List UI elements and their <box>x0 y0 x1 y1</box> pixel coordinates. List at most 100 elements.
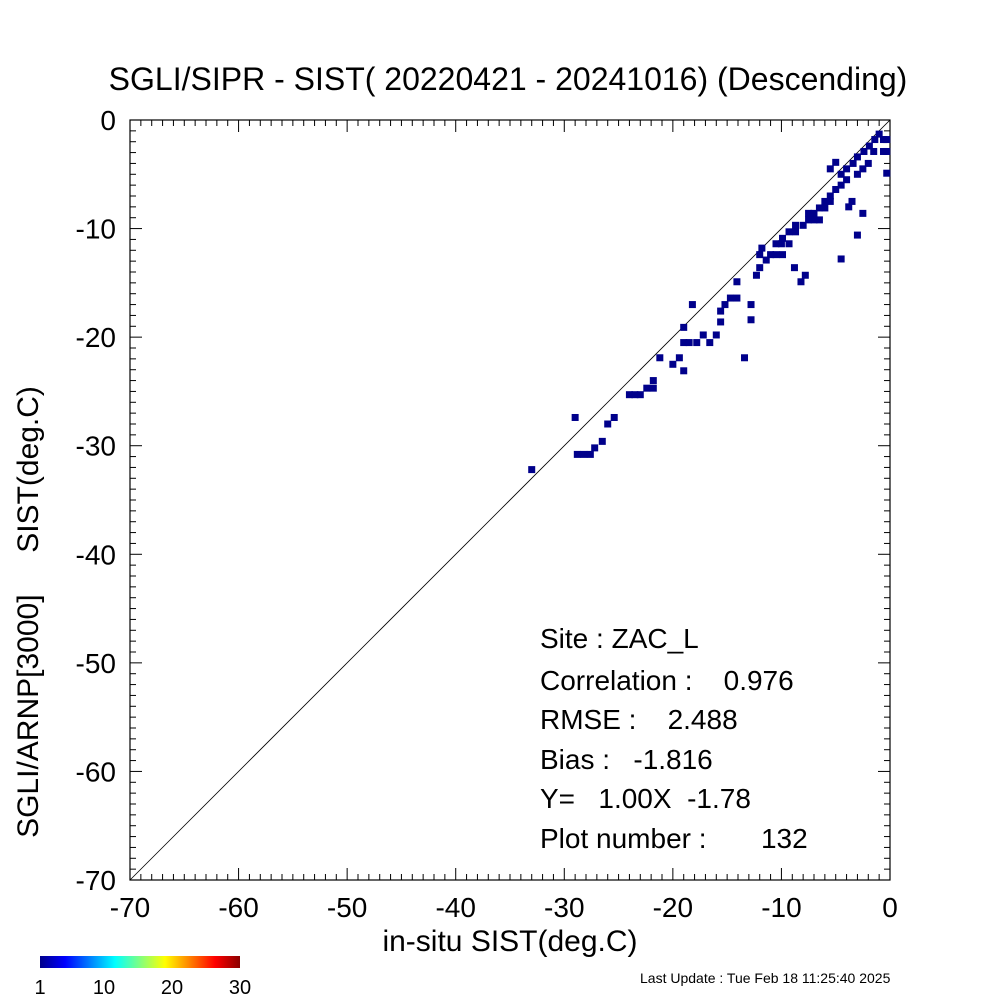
data-point <box>693 339 701 347</box>
data-point <box>853 153 861 161</box>
data-point <box>832 185 840 193</box>
y-tick-label: -50 <box>76 648 116 679</box>
colorbar-gradient <box>40 956 240 968</box>
data-point <box>779 234 787 242</box>
x-tick-label: -60 <box>218 892 258 923</box>
y-tick-label: -10 <box>76 214 116 245</box>
data-point <box>669 360 677 368</box>
data-point <box>580 450 588 458</box>
colorbar-label-20: 20 <box>161 977 183 999</box>
colorbar: 1 10 20 30 <box>34 956 251 999</box>
y-axis-label: SGLI/ARNP[3000] SIST(deg.C) <box>12 386 45 838</box>
data-point <box>573 450 581 458</box>
x-tick-label: -70 <box>110 892 150 923</box>
data-point <box>810 209 818 217</box>
y-tick-label: -40 <box>76 539 116 570</box>
data-point <box>733 294 741 302</box>
data-point <box>758 244 766 252</box>
data-point <box>837 170 845 178</box>
x-tick-label: -20 <box>653 892 693 923</box>
data-point <box>726 294 734 302</box>
data-point <box>772 251 780 259</box>
data-point <box>843 165 851 173</box>
data-point <box>792 228 800 236</box>
chart-title: SGLI/SIPR - SIST( 20220421 - 20241016) (… <box>109 61 908 97</box>
y-tick-labels: -70 -60 -50 -40 -30 -20 -10 0 <box>76 105 116 896</box>
data-point <box>688 301 696 309</box>
data-point <box>756 251 764 259</box>
data-point <box>805 216 813 224</box>
data-point <box>733 278 741 286</box>
data-point <box>656 354 664 362</box>
data-point <box>826 192 834 200</box>
points-layer <box>528 130 891 474</box>
data-point <box>680 367 688 375</box>
data-point <box>865 142 873 150</box>
data-point <box>625 391 633 399</box>
colorbar-label-max: 30 <box>229 977 251 999</box>
data-point <box>883 169 891 177</box>
data-point <box>870 147 878 155</box>
data-point <box>762 256 770 264</box>
data-point <box>883 147 891 155</box>
data-point <box>586 450 594 458</box>
last-update-text: Last Update : Tue Feb 18 11:25:40 2025 <box>640 970 891 986</box>
stats-plot-number: Plot number : 132 <box>540 823 808 854</box>
data-point <box>815 216 823 224</box>
data-point <box>636 391 644 399</box>
y-tick-label: -70 <box>76 865 116 896</box>
x-tick-label: -50 <box>327 892 367 923</box>
data-point <box>779 251 787 259</box>
data-point <box>821 204 829 212</box>
data-point <box>805 209 813 217</box>
data-point <box>706 339 714 347</box>
data-point <box>712 331 720 339</box>
x-tick-label: -30 <box>544 892 584 923</box>
data-point <box>717 318 725 326</box>
data-point <box>643 384 651 392</box>
data-point <box>871 136 879 144</box>
data-point <box>826 197 834 205</box>
data-point <box>860 147 868 155</box>
data-point <box>752 271 760 279</box>
stats-correlation: Correlation : 0.976 <box>540 665 794 696</box>
data-point <box>610 413 618 421</box>
data-point <box>883 136 891 144</box>
data-point <box>853 170 861 178</box>
data-point <box>571 413 579 421</box>
x-tick-label: -10 <box>761 892 801 923</box>
data-point <box>853 231 861 239</box>
data-point <box>859 209 867 217</box>
data-point <box>810 216 818 224</box>
data-point <box>832 158 840 166</box>
stats-site: Site : ZAC_L <box>540 623 699 654</box>
data-point <box>864 159 872 167</box>
data-point <box>699 331 707 339</box>
data-point <box>790 264 798 272</box>
data-point <box>747 301 755 309</box>
data-point <box>741 354 749 362</box>
data-point <box>631 391 639 399</box>
colorbar-label-min: 1 <box>34 977 45 999</box>
data-point <box>756 264 764 272</box>
data-point <box>859 165 867 173</box>
data-point <box>772 240 780 248</box>
x-axis-label: in-situ SIST(deg.C) <box>382 925 637 958</box>
data-point <box>604 420 612 428</box>
stats-regression: Y= 1.00X -1.78 <box>540 783 751 814</box>
plot-area <box>129 119 891 881</box>
data-point <box>649 384 657 392</box>
y-tick-label: 0 <box>100 105 116 136</box>
data-point <box>747 316 755 324</box>
data-point <box>815 204 823 212</box>
major-ticks <box>129 119 891 881</box>
y-tick-label: -20 <box>76 322 116 353</box>
data-point <box>875 130 883 138</box>
data-point <box>799 221 807 229</box>
stats-rmse: RMSE : 2.488 <box>540 704 738 735</box>
data-point <box>721 301 729 309</box>
data-point <box>785 240 793 248</box>
stats-bias: Bias : -1.816 <box>540 744 713 775</box>
colorbar-label-10: 10 <box>93 977 115 999</box>
data-point <box>649 377 657 385</box>
